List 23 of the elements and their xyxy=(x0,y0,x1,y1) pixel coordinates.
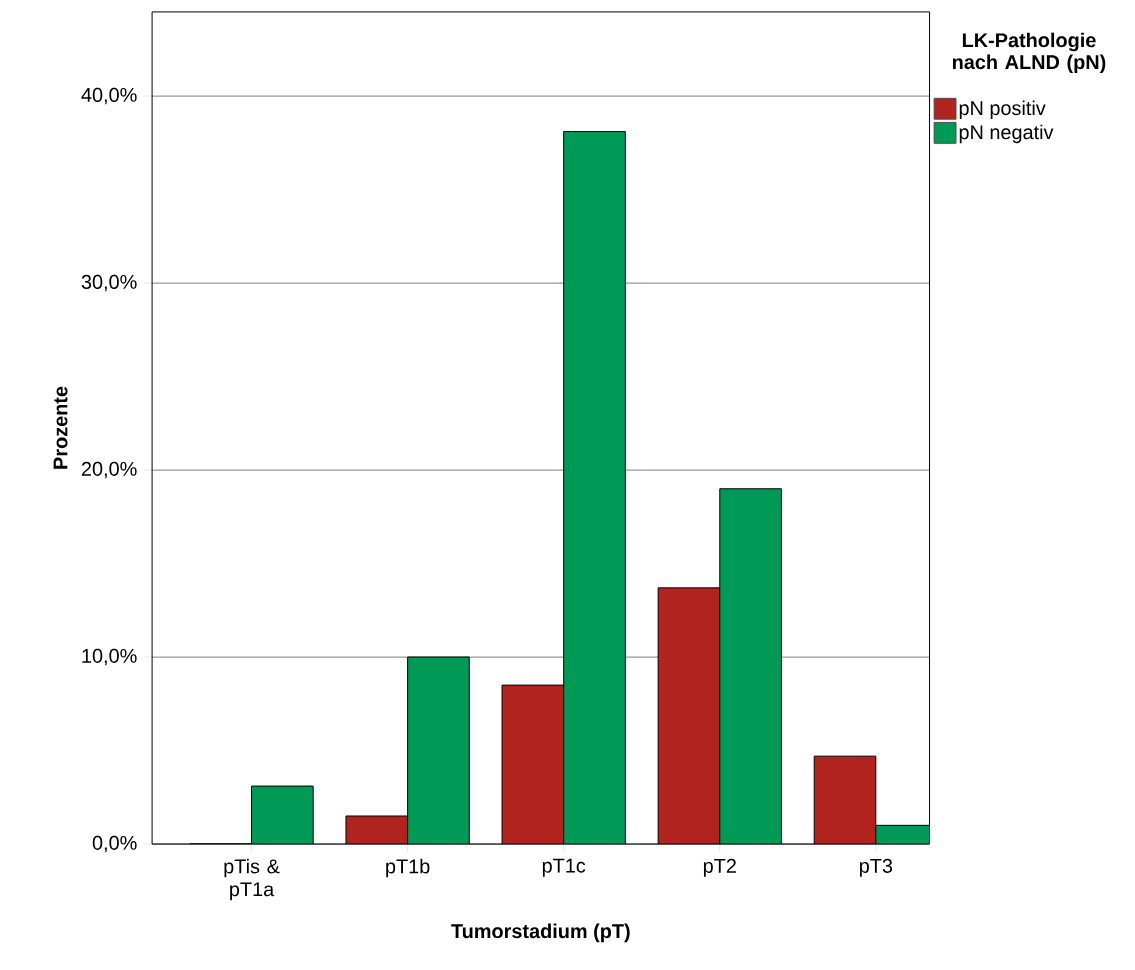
y-tick-label: 30,0% xyxy=(81,274,137,292)
bar xyxy=(719,488,782,844)
x-tick-label: pTis & pT1a xyxy=(224,858,280,901)
y-tick-label: 0,0% xyxy=(92,835,137,853)
x-tick-label: pT1c xyxy=(542,858,586,877)
y-tick-label: 40,0% xyxy=(81,87,137,105)
x-axis-title: Tumorstadium (pT) xyxy=(451,923,630,943)
legend-label: pN negativ xyxy=(959,124,1054,144)
bar xyxy=(407,656,470,844)
x-tick-label: pT3 xyxy=(860,858,893,877)
y-tick-label: 10,0% xyxy=(82,648,137,666)
y-tick-label: 20,0% xyxy=(81,461,137,479)
legend-label: pN positiv xyxy=(959,100,1046,119)
y-axis-title: Prozente xyxy=(53,386,68,469)
x-tick-label: pT1b xyxy=(386,858,430,878)
bar xyxy=(813,755,877,844)
bar xyxy=(251,785,314,844)
legend-title: LK-Pathologie nach ALND (pN) xyxy=(952,32,1106,73)
bar xyxy=(658,587,720,844)
bar xyxy=(345,815,408,844)
bar xyxy=(502,684,564,844)
bar xyxy=(563,131,626,844)
x-tick-label: pT2 xyxy=(703,858,736,877)
